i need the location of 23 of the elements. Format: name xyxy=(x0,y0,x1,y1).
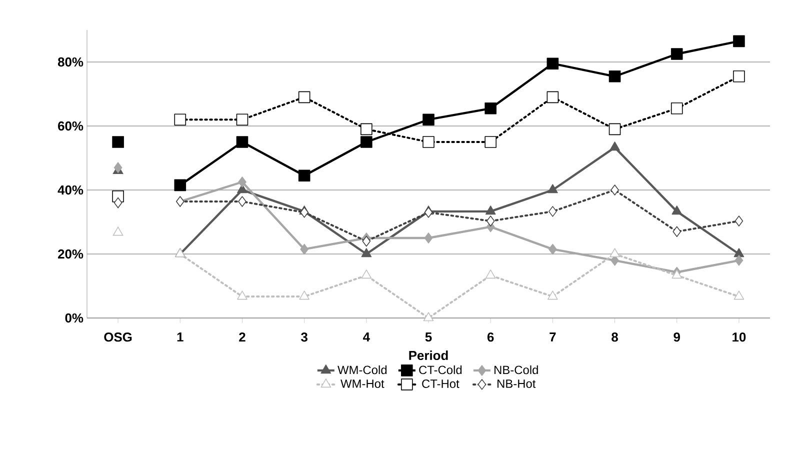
legend-label: NB-Hot xyxy=(498,380,536,388)
legend-label: WM-Cold xyxy=(338,365,387,374)
x-tick-label: 3 xyxy=(301,332,308,342)
x-tick-label: 6 xyxy=(487,332,494,342)
x-tick-label: 8 xyxy=(612,332,618,342)
y-tick-label: 0% xyxy=(65,313,84,323)
x-axis-title: Period xyxy=(409,350,448,360)
y-tick-label: 40% xyxy=(58,185,84,195)
x-tick-label: 2 xyxy=(239,332,246,342)
x-tick-label: 4 xyxy=(363,332,370,342)
legend-label: WM-Hot xyxy=(340,380,384,388)
y-tick-label: 20% xyxy=(58,249,84,259)
x-tick-label: 10 xyxy=(732,332,746,342)
x-tick-label: 5 xyxy=(425,332,432,342)
x-tick-label: 7 xyxy=(550,332,556,342)
x-tick-label: 1 xyxy=(177,332,184,342)
legend-label: NB-Cold xyxy=(494,365,538,374)
y-tick-label: 60% xyxy=(58,121,84,131)
legend-label: CT-Cold xyxy=(419,365,462,374)
legend-label: CT-Hot xyxy=(422,380,460,388)
x-tick-label: OSG xyxy=(104,332,132,342)
x-tick-label: 9 xyxy=(674,332,680,342)
y-tick-label: 80% xyxy=(58,57,84,67)
